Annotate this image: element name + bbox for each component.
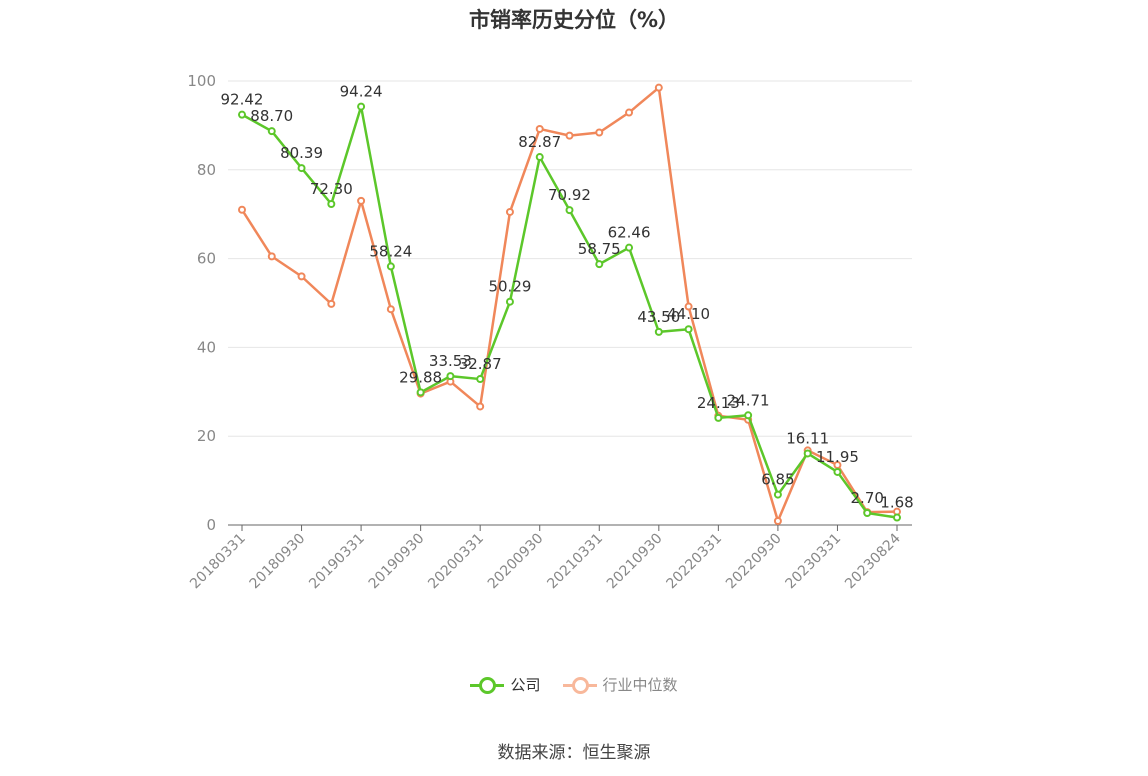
chart-title: 市销率历史分位（%）	[468, 8, 680, 32]
data-label: 80.39	[280, 144, 323, 162]
x-tick-label: 20190930	[366, 531, 428, 593]
data-point-industry-median	[595, 128, 604, 137]
data-label: 58.75	[578, 240, 621, 258]
data-label: 1.68	[880, 494, 913, 512]
data-point-company	[625, 243, 634, 252]
data-point-industry-median	[327, 299, 336, 308]
x-tick-label: 20200930	[485, 531, 547, 593]
data-point-company	[327, 199, 336, 208]
x-tick-label: 20220930	[723, 531, 785, 593]
source-note: 数据来源：恒生聚源	[497, 743, 651, 763]
data-point-industry-median	[357, 196, 366, 205]
legend: 公司 行业中位数	[0, 674, 1148, 695]
data-point-industry-median	[773, 517, 782, 526]
legend-item-industry-median[interactable]: 行业中位数	[562, 674, 678, 695]
data-point-company	[714, 413, 723, 422]
x-tick-label: 20230824	[842, 530, 904, 592]
data-label: 2.70	[851, 489, 884, 507]
y-tick-label: 100	[187, 72, 216, 90]
data-label: 62.46	[608, 224, 651, 242]
data-point-company	[803, 449, 812, 458]
data-point-industry-median	[505, 207, 514, 216]
data-point-company	[505, 297, 514, 306]
x-tick-label: 20230331	[783, 531, 845, 593]
data-label: 58.24	[369, 242, 412, 260]
data-point-company	[744, 411, 753, 420]
data-label: 94.24	[340, 83, 383, 101]
legend-label-company: 公司	[510, 676, 541, 694]
data-point-company	[893, 513, 901, 522]
data-label: 32.87	[459, 355, 502, 373]
data-point-company	[267, 127, 276, 136]
data-point-industry-median	[565, 131, 574, 140]
data-label: 44.10	[667, 305, 710, 323]
x-tick-label: 20190331	[306, 531, 368, 593]
data-label: 6.85	[761, 471, 794, 489]
data-label: 33.53	[429, 352, 472, 370]
x-tick-label: 20210331	[544, 531, 606, 593]
data-point-company	[595, 260, 604, 269]
data-point-company	[535, 153, 544, 162]
x-tick-label: 20180930	[247, 531, 309, 593]
x-tick-label: 20220331	[663, 531, 725, 593]
data-point-industry-median	[267, 252, 276, 261]
data-label: 72.30	[310, 180, 353, 198]
y-tick-label: 80	[197, 161, 216, 179]
data-point-industry-median	[535, 124, 544, 133]
data-point-company	[297, 164, 306, 173]
y-tick-label: 60	[197, 250, 216, 268]
data-point-industry-median	[654, 83, 663, 92]
series-line-industry-median	[240, 86, 898, 523]
data-label: 11.95	[816, 448, 859, 466]
data-point-company	[476, 375, 485, 384]
data-point-company	[446, 372, 455, 381]
data-label: 88.70	[250, 107, 293, 125]
data-label: 24.13	[697, 394, 740, 412]
y-tick-label: 0	[206, 516, 216, 534]
data-point-company	[773, 490, 782, 499]
data-label: 24.71	[727, 391, 770, 409]
y-tick-label: 40	[197, 338, 216, 356]
data-point-company	[357, 102, 366, 111]
data-point-company	[654, 327, 663, 336]
data-label: 82.87	[518, 133, 561, 151]
x-tick-label: 20210930	[604, 531, 666, 593]
legend-swatch-industry-median	[562, 676, 597, 694]
data-point-industry-median	[625, 108, 634, 117]
series-layer	[238, 83, 901, 526]
x-tick-label: 20200331	[425, 531, 487, 593]
data-point-industry-median	[297, 272, 306, 281]
data-label: 50.29	[488, 278, 531, 296]
data-label: 43.50	[637, 308, 680, 326]
data-point-industry-median	[238, 205, 246, 214]
y-tick-label: 20	[197, 427, 216, 445]
data-point-company	[863, 509, 872, 518]
data-point-industry-median	[386, 305, 395, 314]
data-point-company	[386, 262, 395, 271]
data-label: 29.88	[399, 368, 442, 386]
data-label: 92.42	[221, 91, 264, 109]
x-tick-label: 20180331	[187, 531, 249, 593]
data-label: 16.11	[786, 429, 829, 447]
series-line-company	[241, 105, 898, 519]
legend-label-industry-median: 行业中位数	[602, 676, 678, 694]
data-point-company	[833, 467, 842, 476]
data-point-company	[238, 110, 246, 119]
legend-item-company[interactable]: 公司	[470, 674, 541, 695]
legend-swatch-company	[470, 676, 505, 694]
data-point-company	[684, 325, 693, 334]
data-label: 70.92	[548, 186, 591, 204]
data-point-industry-median	[684, 302, 693, 311]
data-point-industry-median	[476, 402, 485, 411]
data-point-company	[565, 206, 574, 215]
data-point-company	[416, 388, 425, 397]
